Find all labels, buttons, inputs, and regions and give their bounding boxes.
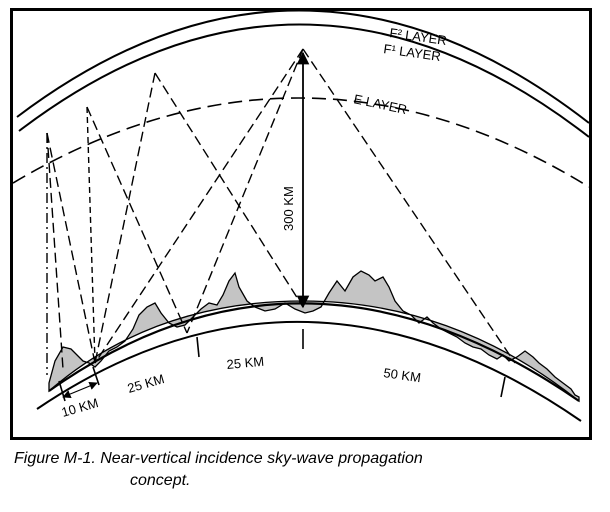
figure-caption: Figure M-1. Near-vertical incidence sky-…	[14, 448, 604, 492]
distance-label-10km: 10 KM	[60, 395, 100, 420]
height-label: 300 KM	[281, 186, 296, 231]
ray-path-5	[86, 106, 188, 334]
ray-path-10	[302, 48, 516, 364]
ray-path-2	[46, 132, 96, 364]
ray-path-8	[94, 48, 304, 364]
ray-path-4	[86, 106, 96, 364]
earth-inner-arc	[36, 320, 582, 422]
distance-arrows	[62, 381, 98, 399]
distance-ticks	[58, 329, 506, 402]
caption-line-2: concept.	[130, 472, 191, 489]
figure-frame: F² LAYER F¹ LAYER E LAYER 300 KM 10 KM 2…	[10, 8, 592, 440]
distance-label-50km: 50 KM	[383, 365, 422, 385]
ray-path-7	[154, 72, 304, 308]
f2-layer-outer-arc	[16, 11, 589, 124]
distance-label-25km-left: 25 KM	[126, 371, 166, 396]
propagation-diagram: F² LAYER F¹ LAYER E LAYER 300 KM 10 KM 2…	[13, 11, 589, 422]
ray-path-9	[186, 48, 304, 334]
caption-line-1: Figure M-1. Near-vertical incidence sky-…	[14, 450, 423, 467]
ray-path-3	[46, 132, 64, 370]
e-layer-arc	[13, 97, 589, 188]
ray-path-6	[94, 72, 156, 364]
f1-layer-arc	[18, 23, 589, 138]
e-layer-label: E LAYER	[352, 91, 408, 117]
distance-label-25km-right: 25 KM	[226, 354, 265, 372]
